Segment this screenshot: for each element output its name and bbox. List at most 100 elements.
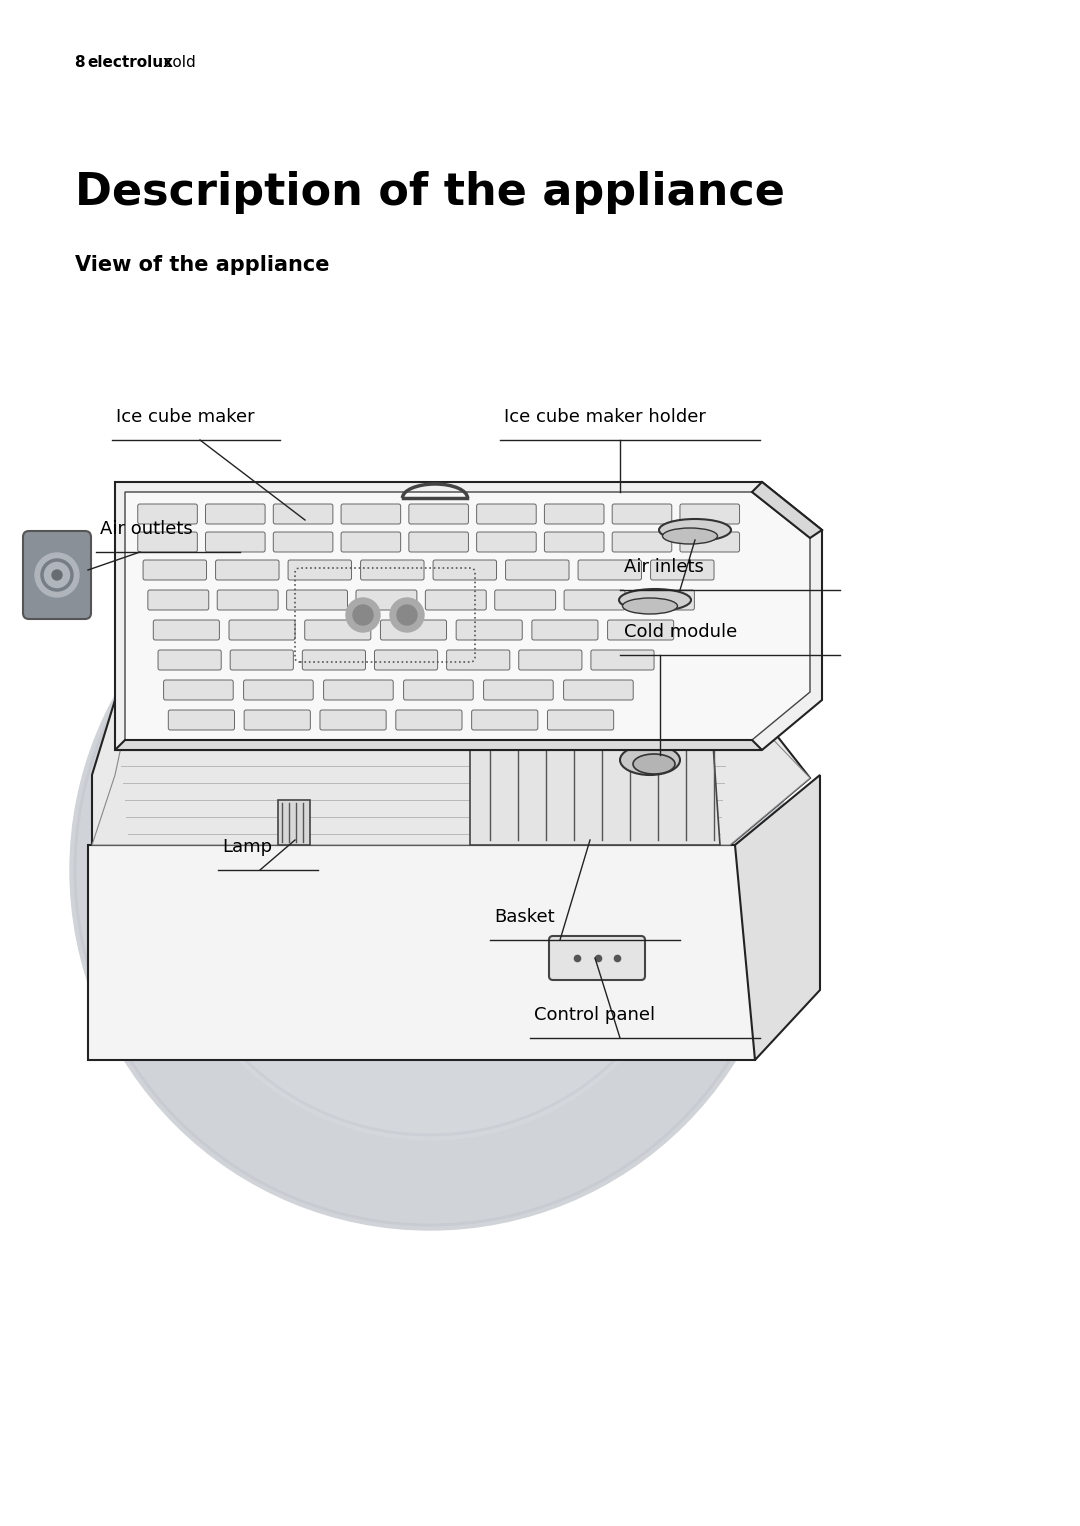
- FancyBboxPatch shape: [447, 650, 510, 670]
- Ellipse shape: [622, 598, 677, 613]
- FancyBboxPatch shape: [433, 560, 497, 580]
- Text: electrolux: electrolux: [87, 55, 173, 70]
- FancyBboxPatch shape: [608, 620, 674, 639]
- FancyBboxPatch shape: [217, 591, 279, 610]
- Text: 8: 8: [75, 55, 91, 70]
- FancyBboxPatch shape: [564, 681, 633, 700]
- FancyBboxPatch shape: [286, 591, 348, 610]
- Ellipse shape: [619, 589, 691, 610]
- Circle shape: [70, 510, 789, 1230]
- Text: Ice cube maker holder: Ice cube maker holder: [504, 407, 706, 426]
- FancyBboxPatch shape: [229, 620, 295, 639]
- FancyBboxPatch shape: [426, 591, 486, 610]
- Polygon shape: [92, 694, 810, 845]
- FancyBboxPatch shape: [168, 710, 234, 729]
- FancyBboxPatch shape: [341, 533, 401, 552]
- FancyBboxPatch shape: [548, 710, 613, 729]
- Ellipse shape: [620, 745, 680, 775]
- Polygon shape: [752, 482, 822, 539]
- FancyBboxPatch shape: [544, 533, 604, 552]
- FancyBboxPatch shape: [612, 533, 672, 552]
- FancyBboxPatch shape: [302, 650, 365, 670]
- FancyBboxPatch shape: [205, 533, 265, 552]
- Text: Air outlets: Air outlets: [100, 520, 192, 539]
- FancyBboxPatch shape: [23, 531, 91, 620]
- FancyBboxPatch shape: [578, 560, 642, 580]
- FancyBboxPatch shape: [404, 681, 473, 700]
- Circle shape: [255, 694, 605, 1045]
- Text: Basket: Basket: [494, 908, 555, 926]
- FancyBboxPatch shape: [244, 710, 310, 729]
- Text: Ice cube maker: Ice cube maker: [116, 407, 255, 426]
- Text: Control panel: Control panel: [534, 1006, 656, 1024]
- FancyBboxPatch shape: [375, 650, 437, 670]
- FancyBboxPatch shape: [148, 591, 208, 610]
- FancyBboxPatch shape: [544, 504, 604, 523]
- Ellipse shape: [633, 754, 675, 774]
- Text: Lamp: Lamp: [222, 838, 272, 856]
- FancyBboxPatch shape: [205, 504, 265, 523]
- Text: Air inlets: Air inlets: [624, 559, 704, 575]
- Polygon shape: [87, 845, 755, 1061]
- FancyBboxPatch shape: [484, 681, 553, 700]
- FancyBboxPatch shape: [361, 560, 424, 580]
- FancyBboxPatch shape: [158, 650, 221, 670]
- Polygon shape: [114, 482, 822, 749]
- FancyBboxPatch shape: [518, 650, 582, 670]
- FancyBboxPatch shape: [634, 591, 694, 610]
- FancyBboxPatch shape: [495, 591, 555, 610]
- FancyBboxPatch shape: [244, 681, 313, 700]
- Circle shape: [397, 604, 417, 626]
- FancyBboxPatch shape: [288, 560, 351, 580]
- Polygon shape: [114, 740, 762, 749]
- FancyBboxPatch shape: [273, 533, 333, 552]
- Polygon shape: [735, 775, 820, 1061]
- FancyBboxPatch shape: [564, 591, 625, 610]
- Circle shape: [353, 604, 373, 626]
- FancyBboxPatch shape: [395, 710, 462, 729]
- FancyBboxPatch shape: [680, 533, 740, 552]
- FancyBboxPatch shape: [472, 710, 538, 729]
- FancyBboxPatch shape: [680, 504, 740, 523]
- Polygon shape: [278, 800, 310, 845]
- Text: Cold module: Cold module: [624, 623, 738, 641]
- FancyBboxPatch shape: [230, 650, 294, 670]
- Polygon shape: [92, 705, 810, 845]
- Circle shape: [52, 571, 62, 580]
- Circle shape: [160, 600, 700, 1140]
- FancyBboxPatch shape: [320, 710, 387, 729]
- Text: View of the appliance: View of the appliance: [75, 255, 329, 275]
- FancyBboxPatch shape: [612, 504, 672, 523]
- FancyBboxPatch shape: [650, 560, 714, 580]
- FancyBboxPatch shape: [273, 504, 333, 523]
- Ellipse shape: [662, 528, 717, 543]
- FancyBboxPatch shape: [409, 533, 469, 552]
- FancyBboxPatch shape: [163, 681, 233, 700]
- FancyBboxPatch shape: [138, 504, 198, 523]
- FancyBboxPatch shape: [456, 620, 523, 639]
- Circle shape: [346, 598, 380, 632]
- Ellipse shape: [659, 519, 731, 542]
- FancyBboxPatch shape: [380, 620, 446, 639]
- Polygon shape: [470, 700, 720, 845]
- FancyBboxPatch shape: [143, 560, 206, 580]
- FancyBboxPatch shape: [153, 620, 219, 639]
- FancyBboxPatch shape: [356, 591, 417, 610]
- Polygon shape: [125, 491, 810, 740]
- Circle shape: [390, 598, 424, 632]
- FancyBboxPatch shape: [305, 620, 370, 639]
- FancyBboxPatch shape: [549, 935, 645, 980]
- FancyBboxPatch shape: [409, 504, 469, 523]
- FancyBboxPatch shape: [476, 533, 536, 552]
- FancyBboxPatch shape: [138, 533, 198, 552]
- FancyBboxPatch shape: [324, 681, 393, 700]
- Circle shape: [35, 552, 79, 597]
- Text: cold: cold: [159, 55, 195, 70]
- FancyBboxPatch shape: [476, 504, 536, 523]
- FancyBboxPatch shape: [216, 560, 279, 580]
- FancyBboxPatch shape: [591, 650, 654, 670]
- Text: Description of the appliance: Description of the appliance: [75, 171, 785, 214]
- FancyBboxPatch shape: [531, 620, 598, 639]
- FancyBboxPatch shape: [341, 504, 401, 523]
- FancyBboxPatch shape: [505, 560, 569, 580]
